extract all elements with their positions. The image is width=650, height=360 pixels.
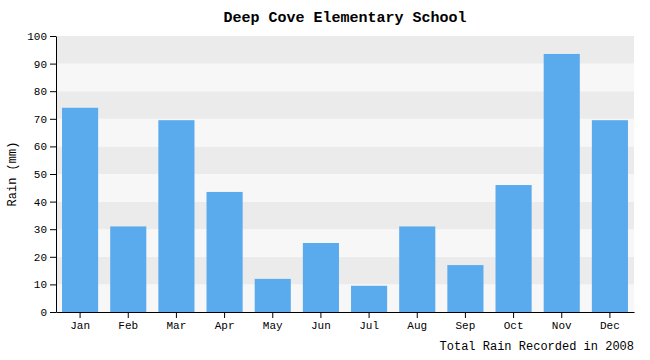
x-tick: Jun <box>311 312 331 332</box>
y-tick: 60 <box>34 141 56 153</box>
title: Deep Cove Elementary School <box>223 10 466 27</box>
x-tick-label: Mar <box>167 320 187 332</box>
y-tick-label: 80 <box>34 86 47 98</box>
x-tick-mark <box>513 312 514 318</box>
y-tick-label: 20 <box>34 252 47 264</box>
x-tick: May <box>263 312 283 332</box>
bar <box>62 108 98 312</box>
y-tick-label: 50 <box>34 169 47 181</box>
x-tick: Mar <box>167 312 187 332</box>
y-tick: 40 <box>34 197 56 209</box>
y-tick-mark <box>50 229 56 230</box>
x-tick: Sep <box>456 312 476 332</box>
bar <box>303 243 339 312</box>
y-tick-label: 30 <box>34 224 47 236</box>
y-tick-label: 70 <box>34 114 47 126</box>
y-tick-mark <box>50 312 56 313</box>
y-tick-mark <box>50 202 56 203</box>
chart: Jan Feb Mar Apr May Jun Jul Aug Sep Oct Nov Dec 0 10 2… <box>0 0 650 360</box>
y-tick-mark <box>50 257 56 258</box>
x-tick-mark <box>561 312 562 318</box>
bar <box>399 226 435 312</box>
y-tick-mark <box>50 119 56 120</box>
x-tick-label: Jun <box>311 320 331 332</box>
x-tick-label: Aug <box>407 320 427 332</box>
y-axis-label: Rain (mm) <box>6 142 20 207</box>
y-tick: 90 <box>34 59 56 71</box>
y-tick: 80 <box>34 86 56 98</box>
x-tick: Jul <box>359 312 379 332</box>
y-tick-mark <box>50 284 56 285</box>
y-tick-label: 100 <box>27 31 47 43</box>
x-tick-label: Nov <box>552 320 572 332</box>
x-tick-mark <box>176 312 177 318</box>
x-tick-mark <box>128 312 129 318</box>
y-tick-mark <box>50 91 56 92</box>
axis-line <box>57 312 635 313</box>
y-tick-label: 0 <box>40 307 47 319</box>
x-tick-mark <box>465 312 466 318</box>
x-tick-mark <box>80 312 81 318</box>
x-tick-mark <box>272 312 273 318</box>
y-tick-label: 90 <box>34 59 47 71</box>
x-tick-mark <box>369 312 370 318</box>
x-tick-mark <box>320 312 321 318</box>
y-tick: 70 <box>34 114 56 126</box>
y-tick-label: 60 <box>34 141 47 153</box>
bars <box>62 54 628 312</box>
y-tick-label: 10 <box>34 279 47 291</box>
x-tick-label: May <box>263 320 283 332</box>
x-tick-label: Jul <box>359 320 379 332</box>
bar <box>110 226 146 312</box>
bar <box>158 120 194 312</box>
y-axis: 0 10 20 30 40 50 60 70 80 90 100 <box>27 31 56 319</box>
bar <box>496 185 532 312</box>
x-tick-label: Dec <box>600 320 620 332</box>
y-tick: 100 <box>27 31 56 43</box>
x-tick-label: Feb <box>118 320 138 332</box>
y-tick-label: 40 <box>34 197 47 209</box>
bar <box>544 54 580 312</box>
bar <box>592 120 628 312</box>
x-tick: Feb <box>118 312 138 332</box>
y-tick-mark <box>50 64 56 65</box>
x-tick: Oct <box>504 312 524 332</box>
y-tick-mark <box>50 36 56 37</box>
y-tick: 20 <box>34 252 56 264</box>
x-tick-mark <box>609 312 610 318</box>
y-tick: 0 <box>40 307 56 319</box>
y-tick-mark <box>50 174 56 175</box>
marks <box>56 36 634 312</box>
axis-line <box>56 37 57 313</box>
y-tick: 10 <box>34 279 56 291</box>
bar <box>447 265 483 312</box>
x-tick-mark <box>224 312 225 318</box>
x-axis-label: Total Rain Recorded in 2008 <box>440 340 634 354</box>
x-tick: Dec <box>600 312 620 332</box>
x-tick: Jan <box>70 312 90 332</box>
x-tick-label: Oct <box>504 320 524 332</box>
x-tick: Apr <box>215 312 235 332</box>
x-tick-label: Sep <box>456 320 476 332</box>
x-tick-label: Apr <box>215 320 235 332</box>
y-tick: 50 <box>34 169 56 181</box>
bar <box>207 192 243 312</box>
plot-area: Jan Feb Mar Apr May Jun Jul Aug Sep Oct Nov Dec 0 10 2… <box>27 31 634 332</box>
y-tick: 30 <box>34 224 56 236</box>
bar <box>351 286 387 312</box>
x-tick-label: Jan <box>70 320 90 332</box>
grid <box>56 36 634 312</box>
x-tick: Nov <box>552 312 572 332</box>
x-tick: Aug <box>407 312 427 332</box>
bar <box>255 279 291 312</box>
y-tick-mark <box>50 146 56 147</box>
x-tick-mark <box>417 312 418 318</box>
x-axis: Jan Feb Mar Apr May Jun Jul Aug Sep Oct Nov Dec <box>57 312 635 332</box>
